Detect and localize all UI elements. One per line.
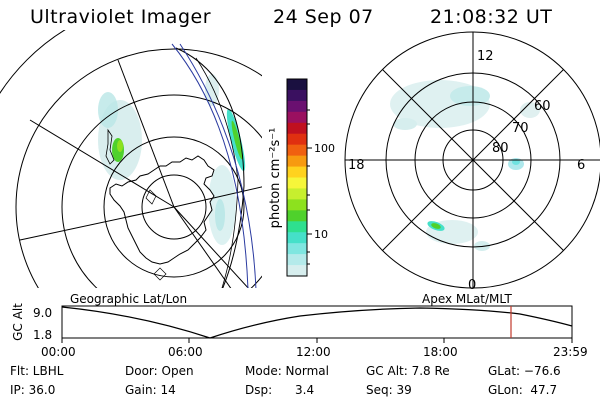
colorbar-segment: [287, 133, 307, 146]
colorbar-unit-label: photon cm⁻²s⁻¹: [268, 128, 283, 229]
filter-info: Flt: LBHL: [10, 364, 64, 378]
terminator-lines: [171, 43, 249, 288]
timeline-tick: 06:00: [168, 345, 203, 359]
timeline-ymax: 9.0: [33, 306, 52, 320]
colorbar-segment: [287, 155, 307, 168]
geographic-map: [0, 30, 262, 288]
mlt-label-18: 18: [348, 158, 365, 173]
colorbar-segment: [287, 243, 307, 255]
colorbar-segment: [287, 199, 307, 211]
altitude-timeline: GC Alt 9.0 1.8: [11, 303, 573, 343]
timeline-ymin: 1.8: [33, 328, 52, 342]
seq-info: Seq: 39: [366, 383, 412, 397]
colorbar-segment: [287, 177, 307, 190]
colorbar-segment: [287, 144, 307, 157]
colorbar-tick-10: 10: [314, 228, 328, 241]
mlt-lines: [345, 32, 600, 288]
timeline-tick: 00:00: [41, 345, 76, 359]
dsp-info: Dsp: 3.4: [245, 383, 315, 397]
timeline-tick: 18:00: [423, 345, 458, 359]
colorbar-segment: [287, 188, 307, 200]
observation-date: 24 Sep 07: [273, 6, 374, 28]
observation-time: 21:08:32 UT: [430, 6, 553, 28]
aurora-emission-left: [98, 74, 246, 245]
color-bar: [287, 79, 307, 277]
mlt-label-0: 0: [468, 278, 476, 293]
mlt-label-6: 6: [577, 158, 585, 173]
gc-alt-info: GC Alt: 7.8 Re: [366, 364, 450, 378]
earth-limb: [175, 47, 245, 288]
glat-info: GLat: −76.6: [488, 364, 561, 378]
colorbar-segment: [287, 210, 307, 222]
colorbar-segment: [287, 232, 307, 244]
gain-info: Gain: 14: [125, 383, 176, 397]
geographic-caption: Geographic Lat/Lon: [70, 292, 188, 306]
colorbar-segment: [287, 166, 307, 179]
colorbar-segment: [287, 221, 307, 233]
mlat-label-80: 80: [492, 141, 509, 156]
colorbar-tick-100: 100: [314, 142, 335, 155]
colorbar-segment: [287, 100, 307, 113]
altitude-curve: [61, 306, 573, 339]
colorbar-segment: [287, 254, 307, 266]
mlt-label-12: 12: [477, 49, 494, 64]
mlat-label-60: 60: [534, 99, 551, 114]
colorbar-segment: [287, 89, 307, 102]
magnetic-map: 12 0 18 6 60 70 80: [344, 31, 600, 293]
mlat-label-70: 70: [512, 121, 529, 136]
mode-info: Mode: Normal: [245, 364, 329, 378]
aurora-emission-right: [390, 80, 540, 251]
colorbar-segment: [287, 265, 307, 277]
timeline-tick: 23:59: [553, 345, 588, 359]
colorbar-segment: [287, 111, 307, 124]
meridian-lines: [19, 59, 262, 288]
apex-caption: Apex MLat/MLT: [422, 292, 512, 306]
latitude-circles: [0, 30, 262, 288]
door-info: Door: Open: [125, 364, 194, 378]
timeline-ylabel: GC Alt: [11, 303, 25, 341]
colorbar-segment: [287, 79, 307, 91]
colorbar-segment: [287, 122, 307, 135]
timeline-tick: 12:00: [296, 345, 331, 359]
ip-info: IP: 36.0: [10, 383, 56, 397]
instrument-title: Ultraviolet Imager: [30, 6, 212, 28]
glon-info: GLon: 47.7: [488, 383, 558, 397]
